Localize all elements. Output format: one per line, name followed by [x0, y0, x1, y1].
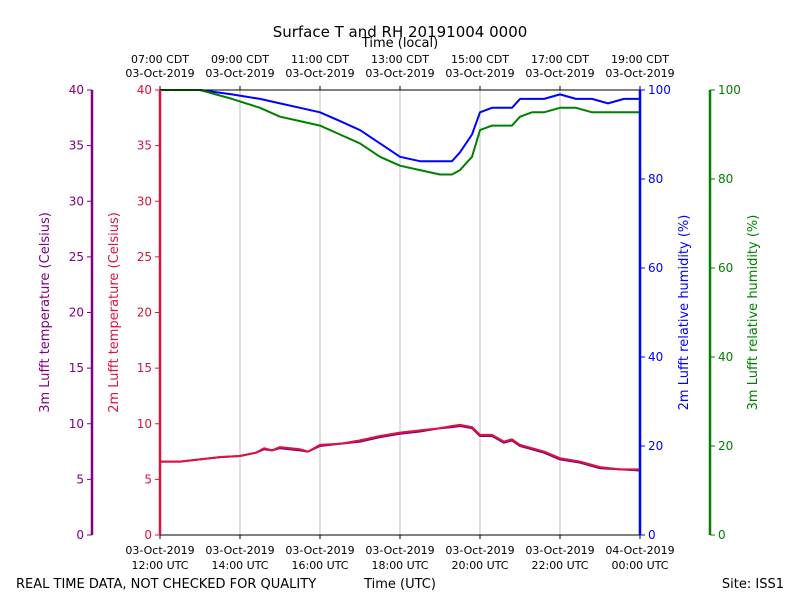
y-tick-label-rh-3m: 100 [718, 83, 741, 97]
y-tick-label-rh-2m: 40 [648, 350, 663, 364]
x-tick-label-local-time: 19:00 CDT [611, 53, 669, 66]
x-tick-label-local-date: 03-Oct-2019 [445, 67, 514, 80]
x-tick-label-utc-time: 14:00 UTC [211, 559, 268, 572]
y-tick-label-temp-2m: 25 [137, 250, 152, 264]
y-tick-label-temp-2m: 0 [144, 528, 152, 542]
x-axis-label: Time (UTC) [363, 577, 436, 592]
y-tick-label-temp-2m: 15 [137, 361, 152, 375]
x-tick-label-utc-date: 03-Oct-2019 [205, 544, 274, 557]
y-tick-label-rh-2m: 20 [648, 439, 663, 453]
x-tick-label-local-date: 03-Oct-2019 [605, 67, 674, 80]
x-tick-label-local-time: 09:00 CDT [211, 53, 269, 66]
x-tick-label-utc-time: 16:00 UTC [291, 559, 348, 572]
series-line-temp-2m [160, 423, 640, 471]
y-tick-label-temp-2m: 40 [137, 83, 152, 97]
footer-quality-note: REAL TIME DATA, NOT CHECKED FOR QUALITY [16, 577, 316, 592]
y-tick-label-temp-3m: 15 [69, 361, 84, 375]
y-tick-label-temp-3m: 40 [69, 83, 84, 97]
y-tick-label-rh-2m: 80 [648, 172, 663, 186]
y-axis-label-rh-3m: 3m Lufft relative humidity (%) [746, 215, 761, 411]
y-tick-label-temp-3m: 20 [69, 306, 84, 320]
x-tick-label-local-date: 03-Oct-2019 [285, 67, 354, 80]
y-axis-label-temp-3m: 3m Lufft temperature (Celsius) [38, 212, 53, 413]
y-axis-label-temp-2m: 2m Lufft temperature (Celsius) [107, 212, 122, 413]
y-tick-label-rh-3m: 80 [718, 172, 733, 186]
x-tick-label-local-date: 03-Oct-2019 [525, 67, 594, 80]
series-line-rh-2m [160, 89, 640, 163]
y-tick-label-rh-3m: 20 [718, 439, 733, 453]
x-tick-label-local-date: 03-Oct-2019 [365, 67, 434, 80]
x-tick-label-utc-date: 03-Oct-2019 [365, 544, 434, 557]
top-axis-label: Time (local) [361, 36, 438, 51]
x-tick-label-utc-time: 18:00 UTC [371, 559, 428, 572]
x-tick-label-utc-date: 03-Oct-2019 [125, 544, 194, 557]
y-tick-label-temp-2m: 30 [137, 194, 152, 208]
x-tick-label-local-time: 07:00 CDT [131, 53, 189, 66]
y-tick-label-temp-2m: 35 [137, 139, 152, 153]
y-tick-label-rh-3m: 0 [718, 528, 726, 542]
y-tick-label-rh-3m: 40 [718, 350, 733, 364]
x-tick-label-utc-date: 03-Oct-2019 [445, 544, 514, 557]
footer-site: Site: ISS1 [722, 577, 784, 592]
x-tick-label-utc-time: 12:00 UTC [131, 559, 188, 572]
x-tick-label-local-time: 15:00 CDT [451, 53, 509, 66]
x-tick-label-local-date: 03-Oct-2019 [125, 67, 194, 80]
x-tick-label-utc-date: 04-Oct-2019 [605, 544, 674, 557]
y-tick-label-temp-2m: 10 [137, 417, 152, 431]
grid-layer [239, 90, 561, 535]
y-tick-label-temp-3m: 10 [69, 417, 84, 431]
y-tick-label-rh-2m: 60 [648, 261, 663, 275]
series-line-rh-3m [160, 89, 640, 176]
y-tick-label-temp-2m: 20 [137, 306, 152, 320]
y-tick-label-rh-2m: 100 [648, 83, 671, 97]
y-tick-label-temp-3m: 30 [69, 194, 84, 208]
series-layer [160, 89, 641, 472]
y-tick-label-temp-3m: 25 [69, 250, 84, 264]
axes-layer: 03-Oct-2019 12:00 UTC 03-Oct-2019 14:00 UTC… [38, 53, 761, 572]
x-tick-label-utc-date: 03-Oct-2019 [525, 544, 594, 557]
y-tick-label-temp-3m: 0 [76, 528, 84, 542]
x-tick-label-utc-time: 20:00 UTC [451, 559, 508, 572]
x-tick-label-local-time: 11:00 CDT [291, 53, 349, 66]
x-tick-label-utc-time: 22:00 UTC [531, 559, 588, 572]
x-tick-label-utc-date: 03-Oct-2019 [285, 544, 354, 557]
chart-title: Surface T and RH 20191004 0000 [273, 23, 528, 41]
y-tick-label-temp-3m: 5 [76, 472, 84, 486]
x-tick-label-local-time: 13:00 CDT [371, 53, 429, 66]
y-tick-label-temp-3m: 35 [69, 139, 84, 153]
x-tick-label-local-time: 17:00 CDT [531, 53, 589, 66]
y-tick-label-rh-3m: 60 [718, 261, 733, 275]
y-tick-label-temp-2m: 5 [144, 472, 152, 486]
y-axis-label-rh-2m: 2m Lufft relative humidity (%) [677, 215, 692, 411]
x-tick-label-utc-time: 00:00 UTC [611, 559, 668, 572]
y-tick-label-rh-2m: 0 [648, 528, 656, 542]
x-tick-label-local-date: 03-Oct-2019 [205, 67, 274, 80]
